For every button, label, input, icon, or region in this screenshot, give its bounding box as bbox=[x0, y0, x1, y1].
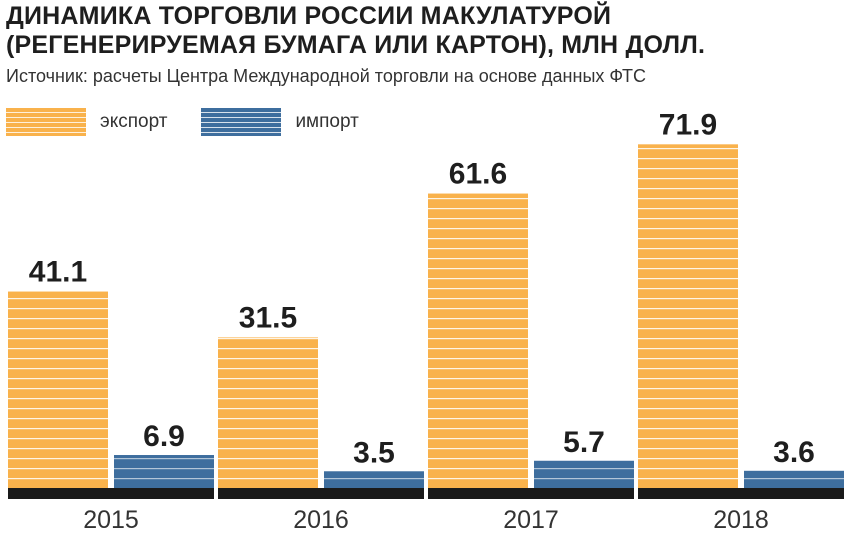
bar-export-2018 bbox=[638, 144, 738, 488]
x-tick-label-2018: 2018 bbox=[713, 506, 769, 534]
data-label-export-2015: 41.1 bbox=[29, 256, 87, 289]
bar-import-2015 bbox=[114, 455, 214, 488]
data-label-export-2016: 31.5 bbox=[239, 301, 297, 334]
legend-label-import: импорт bbox=[295, 111, 359, 132]
data-label-export-2017: 61.6 bbox=[449, 158, 507, 191]
chart-source: Источник: расчеты Центра Международной т… bbox=[6, 66, 647, 86]
legend-swatch-import bbox=[201, 108, 282, 136]
legend-label-export: экспорт bbox=[100, 111, 168, 132]
legend-item-export: экспорт bbox=[6, 108, 167, 136]
baseline-bar-2016 bbox=[218, 488, 424, 499]
x-tick-label-2016: 2016 bbox=[293, 506, 349, 534]
legend-item-import: импорт bbox=[201, 108, 359, 136]
bar-import-2017 bbox=[534, 460, 634, 488]
x-tick-label-2015: 2015 bbox=[83, 506, 139, 534]
bar-export-2017 bbox=[428, 193, 528, 488]
data-label-import-2015: 6.9 bbox=[143, 420, 185, 453]
data-label-import-2016: 3.5 bbox=[353, 436, 395, 469]
legend: экспорт импорт bbox=[6, 107, 393, 137]
baseline-bar-2018 bbox=[638, 488, 844, 499]
baseline-bar-2017 bbox=[428, 488, 634, 499]
data-label-export-2018: 71.9 bbox=[659, 108, 717, 141]
data-label-import-2017: 5.7 bbox=[563, 426, 605, 459]
bar-import-2016 bbox=[324, 471, 424, 488]
legend-swatch-export bbox=[6, 108, 86, 136]
chart-title: ДИНАМИКА ТОРГОВЛИ РОССИИ МАКУЛАТУРОЙ (РЕ… bbox=[6, 2, 706, 59]
x-tick-label-2017: 2017 bbox=[503, 506, 559, 534]
data-label-import-2018: 3.6 bbox=[773, 436, 815, 469]
baseline-bar-2015 bbox=[8, 488, 214, 499]
bar-export-2016 bbox=[218, 337, 318, 488]
bar-import-2018 bbox=[744, 470, 844, 488]
bar-export-2015 bbox=[8, 291, 108, 488]
